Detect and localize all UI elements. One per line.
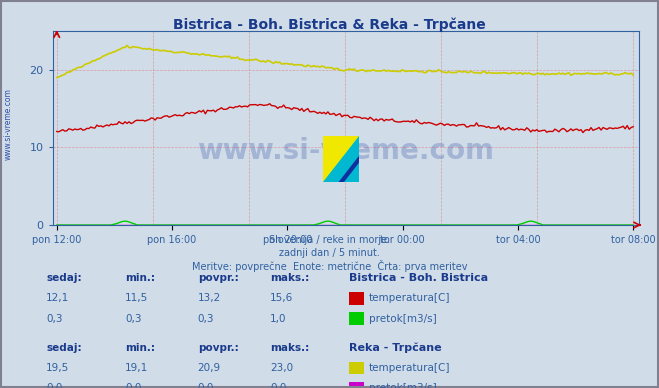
Polygon shape: [323, 136, 359, 182]
Text: temperatura[C]: temperatura[C]: [369, 363, 451, 373]
Text: 11,5: 11,5: [125, 293, 148, 303]
Text: pretok[m3/s]: pretok[m3/s]: [369, 314, 437, 324]
Text: Slovenija / reke in morje.: Slovenija / reke in morje.: [269, 235, 390, 245]
Text: 0,3: 0,3: [46, 314, 63, 324]
Text: 15,6: 15,6: [270, 293, 293, 303]
Text: pretok[m3/s]: pretok[m3/s]: [369, 383, 437, 388]
Text: 0,0: 0,0: [198, 383, 214, 388]
Text: 23,0: 23,0: [270, 363, 293, 373]
Text: www.si-vreme.com: www.si-vreme.com: [4, 88, 13, 160]
Text: maks.:: maks.:: [270, 273, 310, 283]
Text: 0,0: 0,0: [125, 383, 142, 388]
Text: min.:: min.:: [125, 273, 156, 283]
Text: 19,5: 19,5: [46, 363, 69, 373]
Polygon shape: [323, 136, 359, 182]
Text: 1,0: 1,0: [270, 314, 287, 324]
Text: zadnji dan / 5 minut.: zadnji dan / 5 minut.: [279, 248, 380, 258]
Text: min.:: min.:: [125, 343, 156, 353]
Text: sedaj:: sedaj:: [46, 343, 82, 353]
Text: povpr.:: povpr.:: [198, 343, 239, 353]
Text: maks.:: maks.:: [270, 343, 310, 353]
Text: povpr.:: povpr.:: [198, 273, 239, 283]
Text: Bistrica - Boh. Bistrica: Bistrica - Boh. Bistrica: [349, 273, 488, 283]
Text: Bistrica - Boh. Bistrica & Reka - Trpčane: Bistrica - Boh. Bistrica & Reka - Trpčan…: [173, 17, 486, 32]
Polygon shape: [339, 157, 359, 182]
Text: www.si-vreme.com: www.si-vreme.com: [198, 137, 494, 165]
Text: 20,9: 20,9: [198, 363, 221, 373]
Text: Reka - Trpčane: Reka - Trpčane: [349, 342, 442, 353]
Text: 0,0: 0,0: [46, 383, 63, 388]
Text: 0,3: 0,3: [198, 314, 214, 324]
Text: 0,3: 0,3: [125, 314, 142, 324]
Text: sedaj:: sedaj:: [46, 273, 82, 283]
Text: 13,2: 13,2: [198, 293, 221, 303]
Text: 19,1: 19,1: [125, 363, 148, 373]
Text: temperatura[C]: temperatura[C]: [369, 293, 451, 303]
Text: 12,1: 12,1: [46, 293, 69, 303]
Text: 0,0: 0,0: [270, 383, 287, 388]
Text: Meritve: povprečne  Enote: metrične  Črta: prva meritev: Meritve: povprečne Enote: metrične Črta:…: [192, 260, 467, 272]
